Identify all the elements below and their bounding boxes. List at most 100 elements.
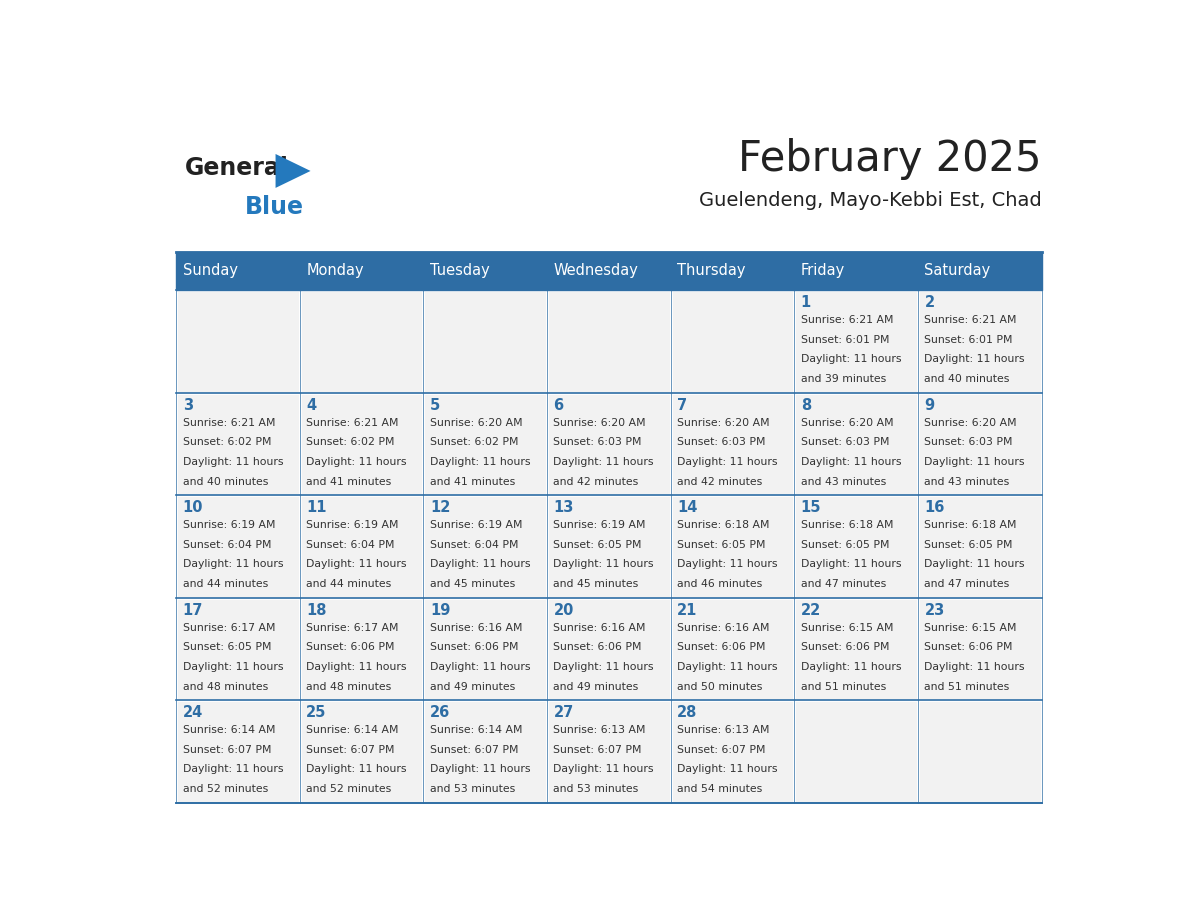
Text: Daylight: 11 hours: Daylight: 11 hours <box>307 765 406 775</box>
Text: and 40 minutes: and 40 minutes <box>183 476 268 487</box>
Text: Sunrise: 6:15 AM: Sunrise: 6:15 AM <box>801 622 893 633</box>
FancyBboxPatch shape <box>423 700 546 803</box>
FancyBboxPatch shape <box>176 496 299 598</box>
Text: Daylight: 11 hours: Daylight: 11 hours <box>924 559 1025 569</box>
FancyBboxPatch shape <box>918 290 1042 393</box>
Text: Sunrise: 6:13 AM: Sunrise: 6:13 AM <box>677 725 770 735</box>
Text: 6: 6 <box>554 397 563 413</box>
FancyBboxPatch shape <box>918 496 1042 598</box>
FancyBboxPatch shape <box>176 393 299 496</box>
Text: Sunset: 6:07 PM: Sunset: 6:07 PM <box>183 744 271 755</box>
Text: 2: 2 <box>924 296 935 310</box>
Text: Sunset: 6:06 PM: Sunset: 6:06 PM <box>677 643 765 653</box>
Text: and 53 minutes: and 53 minutes <box>430 784 516 794</box>
Text: Daylight: 11 hours: Daylight: 11 hours <box>183 457 283 467</box>
FancyBboxPatch shape <box>918 393 1042 496</box>
Text: Sunset: 6:05 PM: Sunset: 6:05 PM <box>554 540 642 550</box>
Text: 3: 3 <box>183 397 192 413</box>
Text: 12: 12 <box>430 500 450 515</box>
Text: Daylight: 11 hours: Daylight: 11 hours <box>307 662 406 672</box>
Text: Sunset: 6:06 PM: Sunset: 6:06 PM <box>801 643 890 653</box>
Text: Daylight: 11 hours: Daylight: 11 hours <box>183 662 283 672</box>
Text: Sunset: 6:06 PM: Sunset: 6:06 PM <box>924 643 1013 653</box>
FancyBboxPatch shape <box>299 290 423 393</box>
Text: General: General <box>185 156 289 180</box>
Text: 23: 23 <box>924 603 944 618</box>
Text: Sunset: 6:03 PM: Sunset: 6:03 PM <box>554 437 642 447</box>
FancyBboxPatch shape <box>795 700 918 803</box>
Text: 14: 14 <box>677 500 697 515</box>
Text: Daylight: 11 hours: Daylight: 11 hours <box>554 765 653 775</box>
Text: Daylight: 11 hours: Daylight: 11 hours <box>801 354 902 364</box>
FancyBboxPatch shape <box>671 252 795 290</box>
Text: Daylight: 11 hours: Daylight: 11 hours <box>677 457 778 467</box>
Text: Daylight: 11 hours: Daylight: 11 hours <box>307 457 406 467</box>
Text: Sunrise: 6:15 AM: Sunrise: 6:15 AM <box>924 622 1017 633</box>
Text: Sunset: 6:06 PM: Sunset: 6:06 PM <box>307 643 394 653</box>
Text: Sunset: 6:02 PM: Sunset: 6:02 PM <box>307 437 394 447</box>
FancyBboxPatch shape <box>423 598 546 700</box>
Text: and 44 minutes: and 44 minutes <box>307 579 392 589</box>
Text: and 49 minutes: and 49 minutes <box>554 682 639 691</box>
Polygon shape <box>276 154 310 188</box>
Text: Sunrise: 6:20 AM: Sunrise: 6:20 AM <box>801 418 893 428</box>
Text: Daylight: 11 hours: Daylight: 11 hours <box>554 662 653 672</box>
FancyBboxPatch shape <box>671 496 795 598</box>
Text: Sunrise: 6:21 AM: Sunrise: 6:21 AM <box>307 418 399 428</box>
Text: Sunrise: 6:18 AM: Sunrise: 6:18 AM <box>677 521 770 530</box>
FancyBboxPatch shape <box>299 700 423 803</box>
FancyBboxPatch shape <box>176 252 299 290</box>
Text: and 43 minutes: and 43 minutes <box>801 476 886 487</box>
Text: Sunset: 6:07 PM: Sunset: 6:07 PM <box>554 744 642 755</box>
Text: 15: 15 <box>801 500 821 515</box>
FancyBboxPatch shape <box>795 252 918 290</box>
Text: Sunrise: 6:16 AM: Sunrise: 6:16 AM <box>554 622 646 633</box>
Text: and 47 minutes: and 47 minutes <box>924 579 1010 589</box>
Text: Sunset: 6:05 PM: Sunset: 6:05 PM <box>924 540 1013 550</box>
Text: 25: 25 <box>307 705 327 721</box>
Text: and 48 minutes: and 48 minutes <box>307 682 392 691</box>
Text: and 41 minutes: and 41 minutes <box>430 476 516 487</box>
Text: Daylight: 11 hours: Daylight: 11 hours <box>430 662 530 672</box>
Text: 24: 24 <box>183 705 203 721</box>
Text: Sunrise: 6:20 AM: Sunrise: 6:20 AM <box>554 418 646 428</box>
FancyBboxPatch shape <box>918 598 1042 700</box>
Text: Sunset: 6:04 PM: Sunset: 6:04 PM <box>307 540 394 550</box>
Text: Sunrise: 6:19 AM: Sunrise: 6:19 AM <box>554 521 646 530</box>
FancyBboxPatch shape <box>423 393 546 496</box>
Text: Sunset: 6:04 PM: Sunset: 6:04 PM <box>430 540 518 550</box>
Text: Daylight: 11 hours: Daylight: 11 hours <box>554 457 653 467</box>
Text: and 43 minutes: and 43 minutes <box>924 476 1010 487</box>
Text: and 50 minutes: and 50 minutes <box>677 682 763 691</box>
FancyBboxPatch shape <box>299 496 423 598</box>
Text: 22: 22 <box>801 603 821 618</box>
Text: Sunset: 6:05 PM: Sunset: 6:05 PM <box>801 540 890 550</box>
FancyBboxPatch shape <box>546 700 671 803</box>
Text: 7: 7 <box>677 397 687 413</box>
Text: Sunrise: 6:21 AM: Sunrise: 6:21 AM <box>801 315 893 325</box>
Text: Daylight: 11 hours: Daylight: 11 hours <box>430 559 530 569</box>
Text: Sunset: 6:07 PM: Sunset: 6:07 PM <box>430 744 518 755</box>
Text: and 54 minutes: and 54 minutes <box>677 784 763 794</box>
Text: Blue: Blue <box>245 195 304 219</box>
Text: Sunset: 6:01 PM: Sunset: 6:01 PM <box>924 335 1013 345</box>
Text: Thursday: Thursday <box>677 263 746 278</box>
Text: Daylight: 11 hours: Daylight: 11 hours <box>183 559 283 569</box>
FancyBboxPatch shape <box>671 598 795 700</box>
Text: and 52 minutes: and 52 minutes <box>307 784 392 794</box>
Text: 17: 17 <box>183 603 203 618</box>
FancyBboxPatch shape <box>546 598 671 700</box>
FancyBboxPatch shape <box>176 700 299 803</box>
Text: Daylight: 11 hours: Daylight: 11 hours <box>307 559 406 569</box>
Text: Sunrise: 6:14 AM: Sunrise: 6:14 AM <box>430 725 523 735</box>
Text: Daylight: 11 hours: Daylight: 11 hours <box>677 559 778 569</box>
Text: Sunset: 6:03 PM: Sunset: 6:03 PM <box>924 437 1013 447</box>
Text: Wednesday: Wednesday <box>554 263 638 278</box>
Text: Daylight: 11 hours: Daylight: 11 hours <box>801 559 902 569</box>
Text: 10: 10 <box>183 500 203 515</box>
FancyBboxPatch shape <box>795 393 918 496</box>
Text: and 45 minutes: and 45 minutes <box>554 579 639 589</box>
Text: Sunset: 6:01 PM: Sunset: 6:01 PM <box>801 335 890 345</box>
Text: 11: 11 <box>307 500 327 515</box>
Text: 21: 21 <box>677 603 697 618</box>
